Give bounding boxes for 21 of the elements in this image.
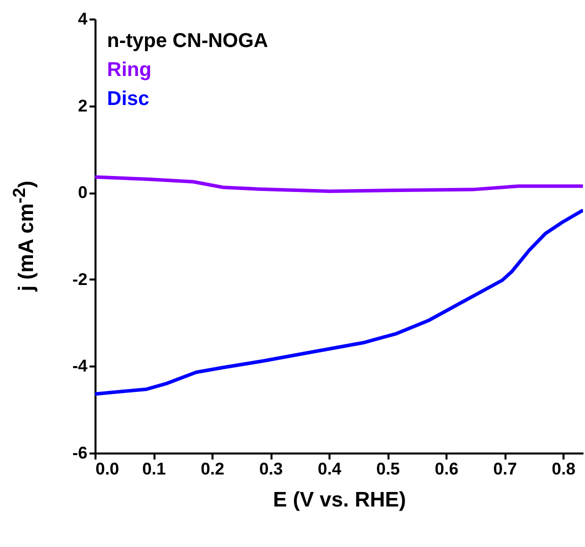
x-tick-label: 0.6	[434, 460, 458, 478]
y-tick-label: -2	[72, 270, 88, 289]
x-tick-label: 0.7	[493, 460, 517, 478]
x-tick-label: 0.8	[552, 460, 576, 478]
x-tick-label: 0.4	[318, 460, 342, 478]
text: Ring	[107, 59, 152, 81]
x-axis-title: E (V vs. RHE)	[272, 488, 406, 512]
line-series	[95, 175, 583, 194]
x-tick-label: 0.1	[142, 460, 166, 478]
y-tick-label: 2	[78, 96, 88, 116]
x-tick-label: 0.2	[200, 460, 224, 478]
x-tick-label: 0.3	[259, 460, 283, 478]
text: Disc	[107, 88, 150, 110]
y-tick-label: 0	[78, 183, 88, 202]
line-series	[95, 209, 583, 396]
y-tick-label: -6	[72, 444, 88, 462]
x-tick-label: 0.0	[96, 460, 120, 478]
y-tick-label: 4	[78, 10, 88, 28]
x-tick-label: 0.5	[376, 460, 400, 478]
legend-title: n-type CN-NOGA	[107, 30, 268, 52]
y-tick-label: -4	[72, 356, 88, 376]
